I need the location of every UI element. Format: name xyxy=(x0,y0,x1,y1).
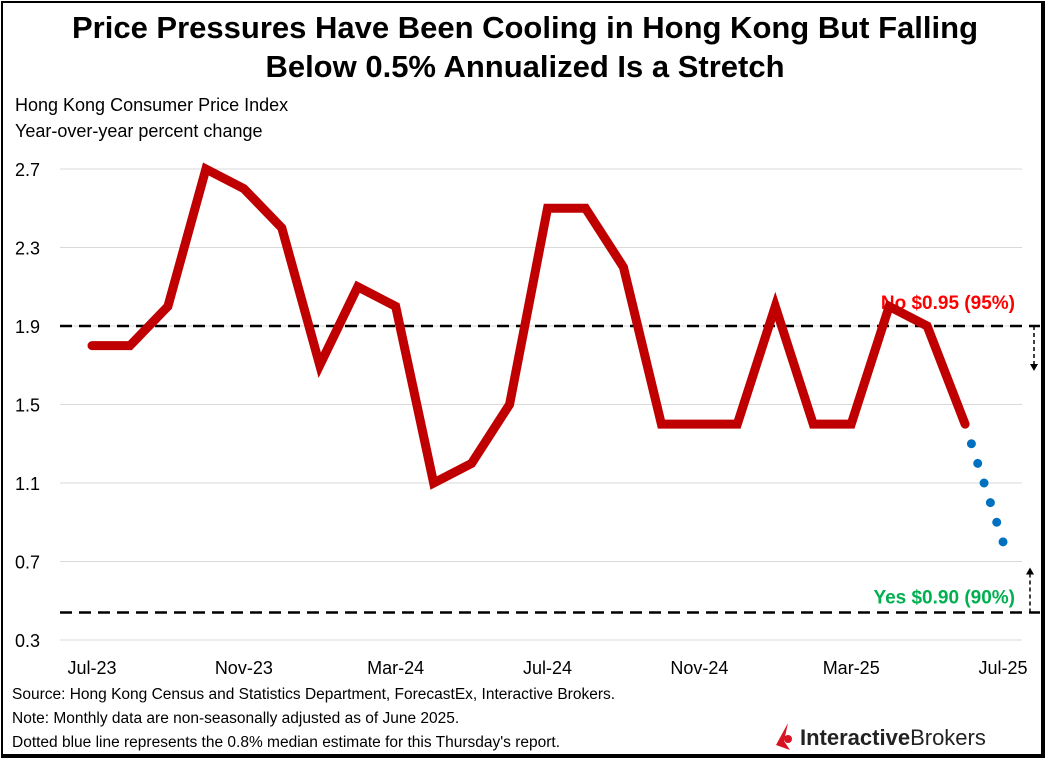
x-tick-label: Nov-24 xyxy=(670,658,728,678)
subtitle-1: Hong Kong Consumer Price Index xyxy=(15,95,289,115)
chart-title: Price Pressures Have Been Cooling in Hon… xyxy=(0,8,1050,86)
logo-text-brokers: Brokers xyxy=(910,725,986,750)
x-tick-label: Jul-24 xyxy=(523,658,572,678)
reference-label: No $0.95 (95%) xyxy=(881,293,1015,314)
footer-note: Note: Monthly data are non-seasonally ad… xyxy=(12,710,460,727)
subtitle-2: Year-over-year percent change xyxy=(15,121,263,141)
estimate-dot xyxy=(998,537,1008,547)
estimate-dot xyxy=(966,439,976,449)
y-tick-label: 0.7 xyxy=(15,553,40,573)
estimate-dot xyxy=(979,478,989,488)
y-tick-label: 1.1 xyxy=(15,474,40,494)
cpi-line xyxy=(87,162,970,490)
arrow-head xyxy=(1026,567,1034,575)
footer-source: Source: Hong Kong Census and Statistics … xyxy=(12,686,616,703)
estimate-dot xyxy=(985,498,995,508)
reference-label: Yes $0.90 (90%) xyxy=(873,588,1015,609)
title-line-2: Below 0.5% Annualized Is a Stretch xyxy=(265,49,785,84)
x-tick-label: Mar-25 xyxy=(823,658,880,678)
interactive-brokers-logo: InteractiveBrokers xyxy=(776,723,986,751)
y-tick-label: 0.3 xyxy=(15,631,40,651)
logo-text-interactive: Interactive xyxy=(800,725,911,750)
y-tick-label: 2.7 xyxy=(15,160,40,180)
y-tick-label: 1.9 xyxy=(15,317,40,337)
estimate-dot xyxy=(973,458,983,468)
footer-dotted: Dotted blue line represents the 0.8% med… xyxy=(12,734,561,751)
y-tick-label: 1.5 xyxy=(15,396,40,416)
estimate-dot xyxy=(992,517,1002,527)
x-tick-label: Jul-23 xyxy=(67,658,116,678)
y-tick-label: 2.3 xyxy=(15,239,40,259)
logo-icon xyxy=(776,723,792,750)
arrow-head xyxy=(1030,364,1038,371)
title-line-1: Price Pressures Have Been Cooling in Hon… xyxy=(71,10,979,45)
x-tick-label: Mar-24 xyxy=(367,658,424,678)
x-tick-label: Jul-25 xyxy=(979,658,1028,678)
x-tick-label: Nov-23 xyxy=(215,658,273,678)
